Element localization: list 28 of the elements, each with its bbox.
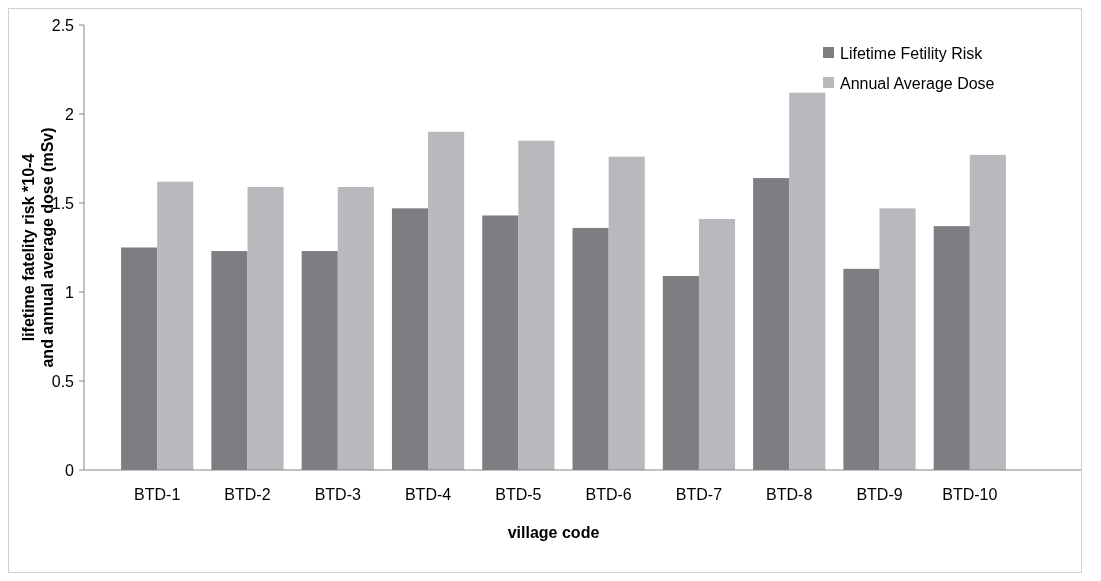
x-tick-label: BTD-9 bbox=[856, 486, 903, 503]
bar bbox=[789, 92, 826, 470]
y-tick-label: 1 bbox=[65, 283, 75, 301]
bar bbox=[969, 154, 1006, 470]
x-tick-label: BTD-1 bbox=[134, 486, 181, 503]
bar bbox=[698, 219, 736, 470]
bar bbox=[247, 186, 284, 470]
bar bbox=[879, 208, 916, 470]
x-tick-label: BTD-2 bbox=[224, 486, 271, 503]
y-tick-label: 2.5 bbox=[51, 16, 75, 34]
y-tick-label: 0 bbox=[65, 461, 75, 479]
bar bbox=[337, 186, 374, 470]
x-tick-label: BTD-8 bbox=[766, 486, 813, 503]
x-tick-label: BTD-6 bbox=[585, 486, 632, 503]
x-tick-label: BTD-7 bbox=[675, 486, 723, 503]
legend-label: Lifetime Fetility Risk bbox=[840, 44, 984, 62]
legend-label: Annual Average Dose bbox=[840, 74, 995, 92]
bar bbox=[157, 181, 194, 470]
y-tick-label: 2 bbox=[65, 105, 75, 123]
y-tick-label: 0.5 bbox=[51, 372, 75, 390]
bar bbox=[428, 131, 465, 470]
x-tick-label: BTD-4 bbox=[404, 486, 452, 503]
x-tick-label: BTD-3 bbox=[314, 486, 361, 503]
x-tick-label: BTD-5 bbox=[495, 486, 542, 503]
x-axis-title: village code bbox=[507, 524, 600, 541]
bar bbox=[518, 140, 555, 470]
x-tick-label: BTD-10 bbox=[942, 486, 998, 503]
bar bbox=[608, 156, 645, 470]
